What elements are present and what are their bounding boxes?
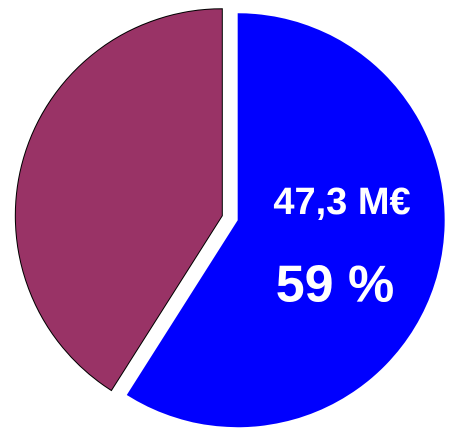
pie-slice	[14, 8, 223, 392]
pie-slice	[126, 13, 445, 428]
slice-amount-label: 47,3 M€	[273, 181, 410, 223]
slice-value-label: 59 %	[276, 256, 395, 314]
